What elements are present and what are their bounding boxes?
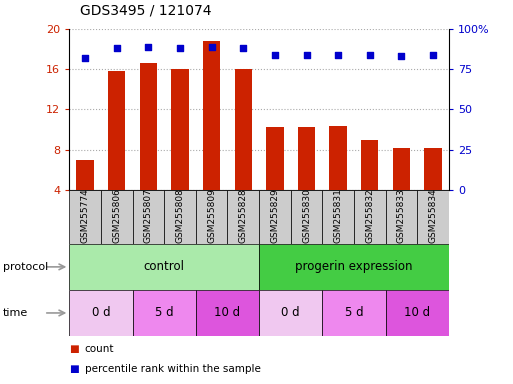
Bar [69,190,101,244]
Point [334,51,342,58]
Text: GSM255830: GSM255830 [302,189,311,243]
Text: GDS3495 / 121074: GDS3495 / 121074 [80,3,211,17]
Bar [132,290,196,336]
Point [429,51,437,58]
Text: GSM255832: GSM255832 [365,189,374,243]
Point [302,51,310,58]
Bar [354,190,386,244]
Bar [140,63,157,190]
Text: 10 d: 10 d [214,306,241,319]
Bar [417,190,449,244]
Bar [322,190,354,244]
Text: GSM255808: GSM255808 [175,189,185,243]
Bar [386,290,449,336]
Bar [361,140,379,190]
Text: GSM255807: GSM255807 [144,189,153,243]
Bar [196,190,227,244]
Bar [386,190,417,244]
Text: GSM255828: GSM255828 [239,189,248,243]
Point [366,51,374,58]
Bar [69,244,259,290]
Text: time: time [3,308,28,318]
Bar [259,190,291,244]
Point [81,55,89,61]
Text: GSM255809: GSM255809 [207,189,216,243]
Bar [69,290,132,336]
Bar [259,244,449,290]
Point [113,45,121,51]
Text: ■: ■ [69,364,79,374]
Bar [322,290,386,336]
Bar [76,160,94,190]
Text: 5 d: 5 d [345,306,363,319]
Bar [227,190,259,244]
Bar [108,71,125,190]
Point [239,45,247,51]
Text: GSM255806: GSM255806 [112,189,121,243]
Point [176,45,184,51]
Bar [164,190,196,244]
Text: 10 d: 10 d [404,306,430,319]
Text: control: control [144,260,185,273]
Text: GSM255833: GSM255833 [397,189,406,243]
Text: GSM255829: GSM255829 [270,189,280,243]
Bar [203,41,220,190]
Bar [329,126,347,190]
Bar [132,190,164,244]
Text: percentile rank within the sample: percentile rank within the sample [85,364,261,374]
Bar [196,290,259,336]
Bar [234,69,252,190]
Point [207,43,215,50]
Bar [393,148,410,190]
Bar [291,190,322,244]
Text: 5 d: 5 d [155,306,173,319]
Text: GSM255831: GSM255831 [333,189,343,243]
Point [271,51,279,58]
Point [144,43,152,50]
Text: 0 d: 0 d [92,306,110,319]
Bar [424,148,442,190]
Text: 0 d: 0 d [282,306,300,319]
Point [397,53,405,59]
Bar [101,190,132,244]
Text: GSM255774: GSM255774 [81,189,90,243]
Text: GSM255834: GSM255834 [428,189,438,243]
Text: protocol: protocol [3,262,48,272]
Text: ■: ■ [69,344,79,354]
Text: count: count [85,344,114,354]
Bar [171,69,189,190]
Bar [259,290,322,336]
Bar [266,127,284,190]
Bar [298,127,315,190]
Text: progerin expression: progerin expression [295,260,413,273]
